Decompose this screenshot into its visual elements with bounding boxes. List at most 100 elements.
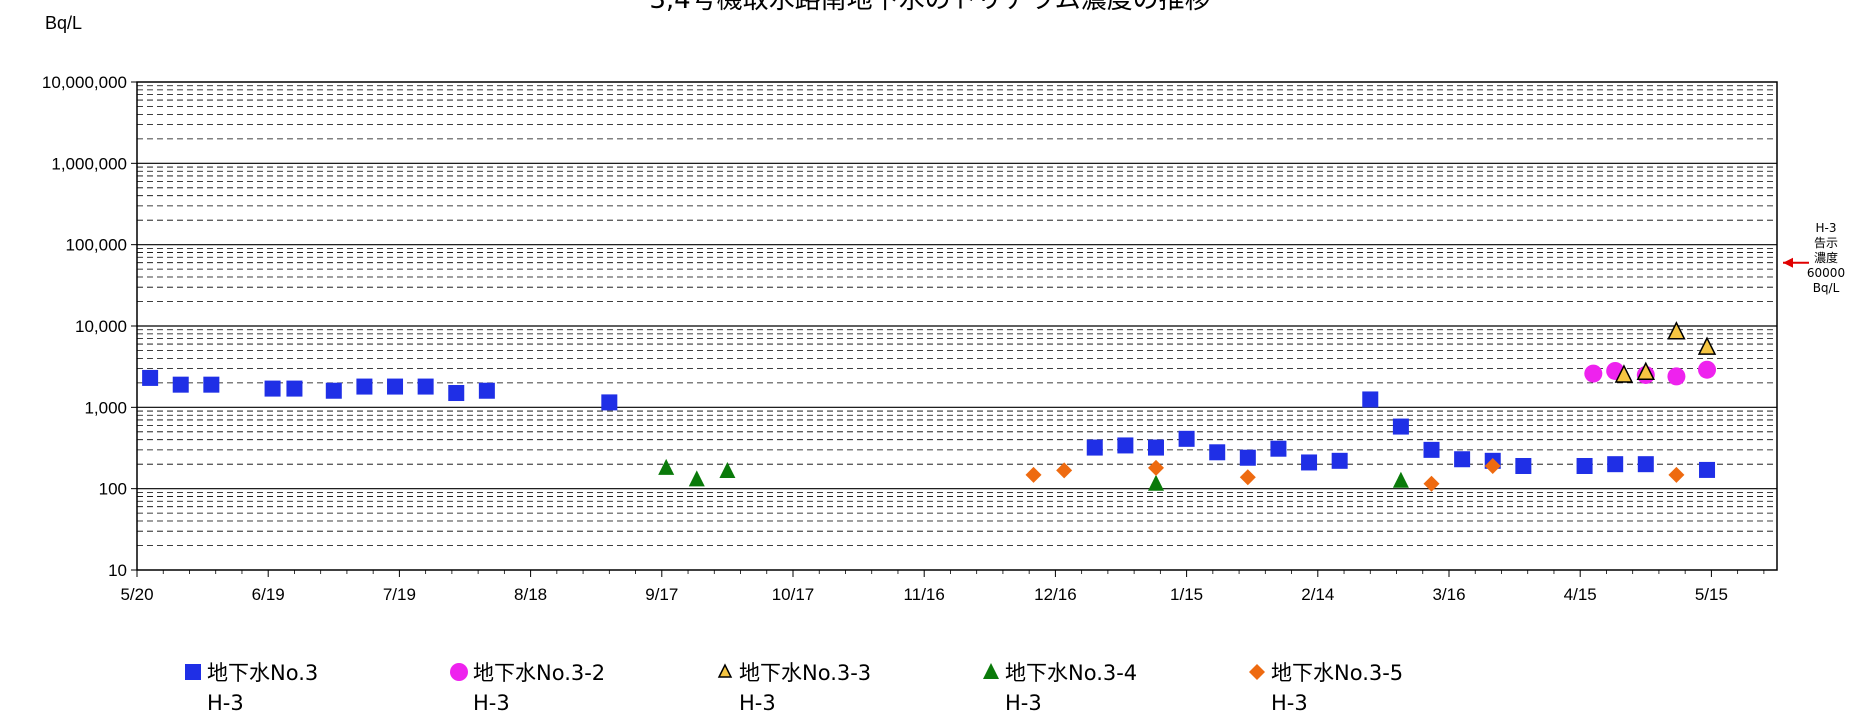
data-point-series-2: [1667, 367, 1686, 386]
legend-item-2: 地下水No.3-2 H-3: [450, 661, 605, 714]
y-tick-label: 10,000,000: [42, 73, 127, 92]
data-point-series-1: [387, 378, 404, 395]
x-tick-label: 7/19: [383, 585, 416, 604]
y-tick-label: 1,000,000: [51, 154, 127, 173]
legend-item-3: 地下水No.3-3 H-3: [717, 661, 871, 714]
x-tick-label: 2/14: [1301, 585, 1334, 604]
reference-label-line: 濃度: [1814, 250, 1838, 265]
reference-label-line: 告示: [1814, 236, 1838, 250]
x-tick-label: 11/16: [904, 585, 945, 604]
legend-series-sub: H-3: [739, 691, 776, 714]
x-tick-label: 6/19: [252, 585, 285, 604]
legend-series-name: 地下水No.3-4: [1005, 661, 1137, 685]
data-point-series-1: [1301, 454, 1318, 471]
data-point-series-1: [286, 380, 303, 397]
legend-marker-icon: [1249, 664, 1265, 680]
data-point-series-1: [448, 385, 465, 402]
data-point-series-1: [601, 394, 618, 411]
data-point-series-1: [1607, 456, 1624, 473]
x-tick-label: 4/15: [1564, 585, 1597, 604]
legend-series-name: 地下水No.3-2: [473, 661, 605, 685]
data-point-series-1: [1423, 441, 1440, 458]
legend-marker-icon: [983, 663, 999, 679]
legend-item-1: 地下水No.3 H-3: [185, 661, 318, 714]
data-point-series-2: [1698, 360, 1717, 379]
legend-series-sub: H-3: [1271, 691, 1308, 714]
data-points: [142, 321, 1717, 492]
data-point-series-4: [658, 458, 675, 475]
x-tick-label: 3/16: [1432, 585, 1465, 604]
data-point-series-1: [1454, 451, 1471, 468]
data-point-series-1: [1270, 440, 1287, 457]
legend-item-4: 地下水No.3-4 H-3: [983, 661, 1137, 714]
data-point-series-1: [1699, 461, 1716, 478]
data-point-series-1: [325, 382, 342, 399]
data-point-series-1: [1515, 457, 1532, 474]
y-tick-label: 10: [108, 561, 127, 580]
x-tick-label: 5/15: [1695, 585, 1728, 604]
data-point-series-5: [1147, 459, 1164, 476]
x-tick-label: 9/17: [645, 585, 678, 604]
data-point-series-1: [1086, 439, 1103, 456]
reference-label-line: 60000: [1807, 266, 1845, 280]
data-point-series-1: [1576, 457, 1593, 474]
data-point-series-1: [142, 369, 159, 386]
data-point-series-5: [1668, 466, 1685, 483]
data-point-series-1: [1209, 444, 1226, 461]
data-point-series-4: [688, 470, 705, 487]
legend-series-sub: H-3: [1005, 691, 1042, 714]
reference-label-line: H-3: [1816, 221, 1837, 235]
y-tick-label: 1,000: [84, 398, 127, 417]
data-point-series-1: [172, 376, 189, 393]
data-point-series-1: [1392, 418, 1409, 435]
data-point-series-1: [1362, 391, 1379, 408]
x-tick-label: 1/15: [1170, 585, 1203, 604]
data-point-series-3: [1667, 321, 1686, 340]
legend-series-name: 地下水No.3: [207, 661, 318, 685]
legend-marker-icon: [185, 664, 201, 680]
legend: 地下水No.3H-3地下水No.3-2H-3地下水No.3-3H-3地下水No.…: [185, 661, 1403, 714]
data-point-series-1: [203, 376, 220, 393]
data-point-series-2: [1584, 364, 1603, 383]
data-point-series-1: [1239, 449, 1256, 466]
data-point-series-1: [264, 380, 281, 397]
data-point-series-5: [1056, 462, 1073, 479]
legend-marker-icon: [717, 663, 733, 678]
legend-series-name: 地下水No.3-5: [1271, 661, 1403, 685]
legend-item-5: 地下水No.3-5 H-3: [1249, 661, 1403, 714]
plot-grid: [137, 85, 1777, 546]
data-point-series-3: [1636, 361, 1656, 380]
series-5: [1025, 457, 1685, 492]
data-point-series-1: [1331, 452, 1348, 469]
reference-arrow-icon: [1783, 257, 1793, 268]
data-point-series-5: [1239, 469, 1256, 486]
reference-label-line: Bq/L: [1813, 281, 1840, 295]
data-point-series-3: [1697, 336, 1717, 355]
data-point-series-1: [478, 382, 495, 399]
data-point-series-1: [1147, 439, 1164, 456]
y-tick-label: 100,000: [66, 236, 127, 255]
legend-series-sub: H-3: [473, 691, 510, 714]
y-axis-ticks: 10 100 1,000 10,000 100,000 1,000,000 10,000,0…: [42, 73, 137, 580]
y-axis-unit-label: Bq/L: [45, 13, 82, 33]
data-point-series-1: [1178, 430, 1195, 447]
data-point-series-1: [1637, 456, 1654, 473]
chart-title: 3,4号機取水路南地下水のトリチウム濃度の推移: [649, 0, 1210, 15]
y-tick-label: 10,000: [75, 317, 127, 336]
y-tick-label: 100: [99, 480, 127, 499]
series-1: [142, 369, 1716, 478]
x-axis-ticks: 5/20 6/19 7/19 8/18 9/17 10/17 11/16 12/16 1/15 2…: [120, 570, 1765, 604]
series-3: [1614, 321, 1717, 383]
data-point-series-1: [417, 378, 434, 395]
x-tick-label: 12/16: [1034, 585, 1077, 604]
data-point-series-4: [1392, 471, 1409, 488]
series-4: [658, 458, 1409, 491]
legend-series-sub: H-3: [207, 691, 244, 714]
data-point-series-1: [356, 378, 373, 395]
data-point-series-4: [719, 461, 736, 478]
legend-marker-icon: [450, 663, 468, 681]
x-tick-label: 10/17: [772, 585, 815, 604]
data-point-series-5: [1484, 457, 1501, 474]
